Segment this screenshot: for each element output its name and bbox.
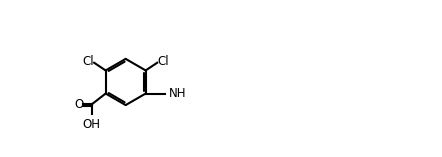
Text: O: O (74, 98, 84, 111)
Text: OH: OH (83, 118, 101, 131)
Text: NH: NH (169, 87, 186, 100)
Text: Cl: Cl (82, 55, 94, 68)
Text: Cl: Cl (157, 55, 169, 68)
